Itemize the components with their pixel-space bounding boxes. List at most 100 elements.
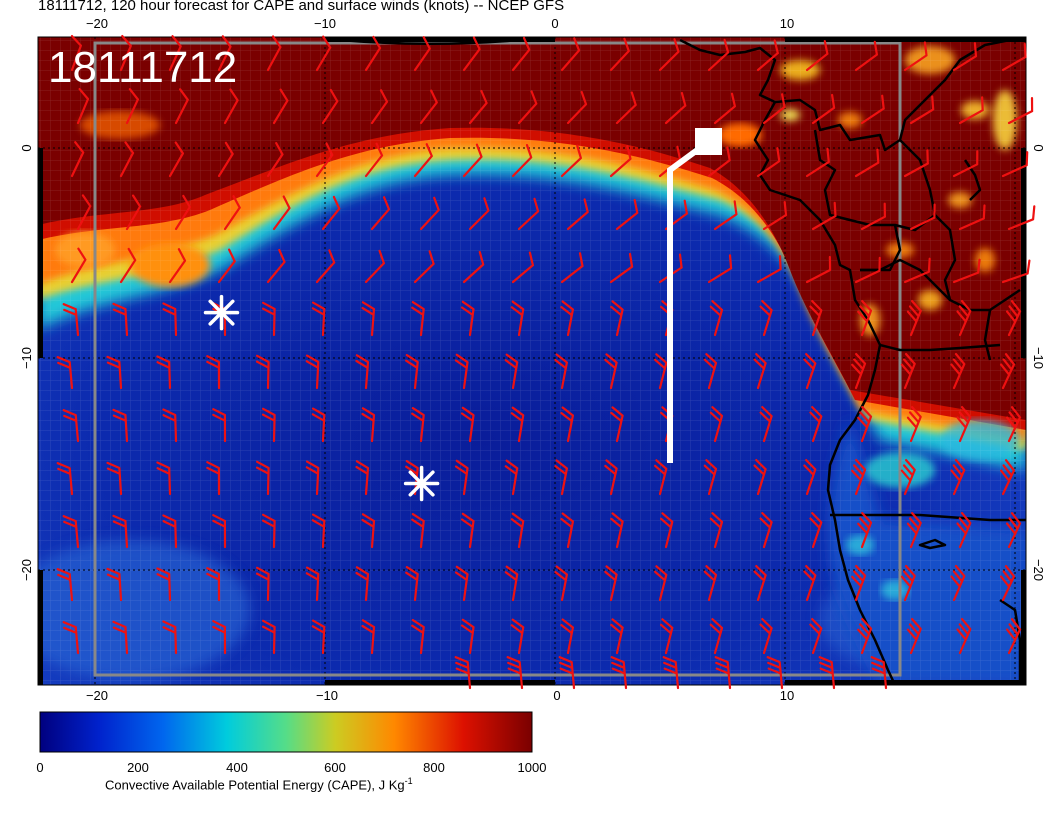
wind-barb <box>311 407 326 443</box>
wind-barb <box>560 252 584 284</box>
wind-barb <box>956 300 972 337</box>
wind-barb <box>361 407 376 443</box>
wind-barb <box>604 565 618 602</box>
wind-barb <box>266 35 282 72</box>
wind-barb <box>753 353 767 390</box>
wind-barb <box>411 619 425 655</box>
wind-barb <box>854 256 881 284</box>
wind-barb <box>217 248 236 284</box>
wind-barb <box>857 300 873 337</box>
wind-barb <box>903 41 928 72</box>
wind-barb <box>903 149 929 178</box>
wind-barb <box>504 565 519 602</box>
wind-barb <box>713 200 738 231</box>
wind-barb <box>900 459 916 496</box>
wind-barb <box>517 90 538 125</box>
wind-barb <box>311 619 326 655</box>
wind-barb <box>212 620 227 655</box>
wind-barb <box>753 459 767 496</box>
wind-barb <box>851 353 867 390</box>
wind-barb <box>1001 259 1031 284</box>
wind-barb <box>272 195 291 231</box>
colorbar-tick-800: 800 <box>423 760 445 775</box>
wind-barb <box>903 257 931 284</box>
colorbar <box>39 711 533 753</box>
wind-barb <box>76 88 90 125</box>
top-tick-minus20: −20 <box>86 16 108 31</box>
wind-barb <box>809 512 823 549</box>
wind-barb <box>106 461 123 496</box>
wind-barb <box>805 40 829 72</box>
wind-barb <box>311 513 326 549</box>
colorbar-tick-1000: 1000 <box>517 760 547 775</box>
wind-barb <box>504 459 519 496</box>
wind-barb <box>714 656 732 690</box>
wind-barb <box>709 406 724 443</box>
wind-barb <box>510 300 525 337</box>
wind-barb <box>1000 459 1016 496</box>
wind-barb <box>1001 42 1027 72</box>
wind-barb <box>76 194 92 231</box>
storm-track-start-square <box>695 128 722 155</box>
wind-barb <box>560 512 574 549</box>
wind-barb <box>609 252 634 284</box>
wind-barb <box>70 247 87 284</box>
wind-barb <box>305 354 320 390</box>
wind-barb <box>212 514 227 549</box>
wind-barb <box>62 515 80 549</box>
wind-barb <box>615 91 637 125</box>
wind-barb <box>364 35 382 72</box>
wind-barb <box>364 249 385 284</box>
wind-barb <box>311 301 326 337</box>
wind-barb <box>1007 205 1036 231</box>
wind-barb <box>1006 406 1022 443</box>
wind-barb <box>803 353 817 390</box>
wind-barb <box>664 91 687 125</box>
wind-barb <box>217 35 232 72</box>
wind-barb <box>662 656 680 690</box>
wind-barb <box>355 566 370 602</box>
wind-barb <box>223 88 239 125</box>
wind-barb <box>261 619 276 655</box>
wind-barb <box>305 566 320 602</box>
wind-barb <box>315 35 332 72</box>
colorbar-label-text: Convective Available Potential Energy (C… <box>105 777 405 793</box>
wind-barb <box>610 406 624 443</box>
bottom-tick-0: 0 <box>553 688 560 703</box>
wind-barb <box>950 353 966 390</box>
asterisk-marker-1 <box>203 294 240 331</box>
colorbar-label: Convective Available Potential Energy (C… <box>105 776 413 792</box>
wind-barb <box>909 203 936 231</box>
wind-barb <box>956 406 972 443</box>
wind-barb <box>413 143 433 178</box>
wind-barb <box>454 656 472 690</box>
wind-barb <box>405 566 419 602</box>
right-tick-minus10: −10 <box>1031 347 1046 369</box>
wind-barb <box>654 459 668 496</box>
wind-barb <box>168 141 184 178</box>
wind-barb <box>1006 618 1022 655</box>
wind-barb <box>950 459 966 496</box>
wind-barb <box>168 35 182 72</box>
wind-barb <box>468 197 490 231</box>
wind-barb <box>703 565 718 602</box>
wind-barb <box>610 512 624 549</box>
wind-barb <box>413 250 435 284</box>
wind-barb <box>206 355 221 390</box>
wind-barb <box>950 565 966 602</box>
bottom-tick-minus20: −20 <box>86 688 108 703</box>
wind-barb <box>255 354 270 390</box>
left-tick-minus10: −10 <box>19 347 34 369</box>
wind-barb <box>759 512 773 549</box>
wind-barb <box>411 407 425 443</box>
wind-barb <box>510 512 525 549</box>
wind-barb <box>511 144 533 178</box>
wind-barb <box>851 565 867 602</box>
wind-barb <box>460 512 475 549</box>
wind-barb <box>958 204 986 231</box>
wind-barb <box>62 621 80 655</box>
wind-barb <box>413 36 431 72</box>
wind-barb <box>355 354 370 390</box>
wind-barb <box>811 201 837 231</box>
